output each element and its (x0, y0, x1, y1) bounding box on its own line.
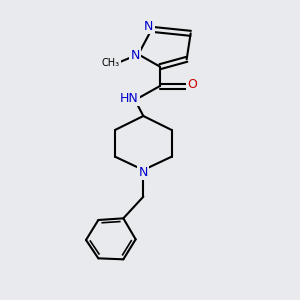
Text: N: N (139, 166, 148, 178)
Text: HN: HN (120, 92, 138, 104)
Text: N: N (144, 20, 153, 33)
Text: CH₃: CH₃ (102, 58, 120, 68)
Text: N: N (130, 49, 140, 62)
Text: O: O (188, 77, 197, 91)
